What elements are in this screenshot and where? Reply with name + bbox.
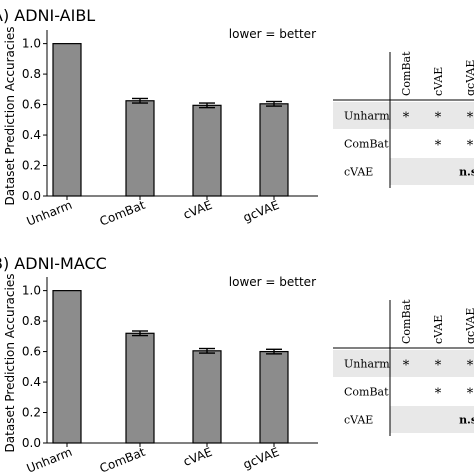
table-column-header: ComBat [400,51,413,96]
x-tick-label: ComBat [98,198,148,229]
x-tick-label: ComBat [98,445,148,474]
x-tick-label: gcVAE [241,198,281,225]
chart-panel-2: B) ADNI-MACC lower = better Dataset Predic… [0,254,474,474]
bar-cvae [192,350,222,444]
table-column-header: ComBat [400,299,413,344]
bar-gcvae [259,350,289,444]
table-cell: * [403,111,410,126]
y-tick-label: 0.2 [22,159,41,173]
table-column-header: cVAE [432,67,445,96]
y-tick-label: 1.0 [22,284,41,298]
y-tick-label: 0.6 [22,345,41,359]
table-row-shade [333,102,474,129]
table-cell: * [435,111,442,126]
y-tick-label: 0.0 [22,436,41,450]
significance-table: ComBat cVAE gcVAE Unharm * * * ComBat * * cVAE n.s. [333,299,474,436]
x-tick-label: gcVAE [241,445,281,472]
table-cell: * [435,387,442,402]
table-cell: * [435,139,442,154]
y-tick-label: 0.8 [22,314,41,328]
table-cell: n.s. [459,166,474,179]
chart-panel-1: A) ADNI-AIBL lower = better Dataset Predic… [0,6,474,229]
y-tick-label: 0.8 [22,67,41,81]
table-cell: n.s. [459,414,474,427]
bar-unharm [52,43,82,197]
bar-gcvae [259,103,289,197]
y-axis-label: Dataset Prediction Accuracies [3,27,17,206]
table-cell: * [467,139,474,154]
table-row-label: cVAE [344,414,373,427]
chart-annotation: lower = better [229,27,316,41]
y-tick-label: 1.0 [22,37,41,51]
y-tick-label: 0.0 [22,189,41,203]
y-axis-label: Dataset Prediction Accuracies [3,274,17,453]
table-column-header: cVAE [432,315,445,344]
significance-table: ComBat cVAE gcVAE Unharm * * * ComBat * * cVAE n.s. [333,51,474,188]
table-row-label: ComBat [344,138,389,151]
table-column-header: gcVAE [464,308,474,344]
y-tick-label: 0.4 [22,128,41,142]
table-cell: * [467,111,474,126]
table-cell: * [403,359,410,374]
bar-combat [125,332,155,444]
y-tick-label: 0.4 [22,375,41,389]
table-row-shade [390,406,474,433]
table-row-label: Unharm [344,358,390,371]
chart-title: B) ADNI-MACC [0,254,107,273]
table-row-label: cVAE [344,166,373,179]
table-row-label: Unharm [344,110,390,123]
table-row-shade [333,350,474,377]
bar-combat [125,100,155,197]
y-tick-label: 0.2 [22,406,41,420]
table-cell: * [435,359,442,374]
y-tick-label: 0.6 [22,98,41,112]
bar-unharm [52,290,82,444]
x-tick-label: cVAE [181,198,214,222]
table-row-shade [390,158,474,185]
bar-cvae [192,104,222,197]
chart-title: A) ADNI-AIBL [0,6,95,25]
table-column-header: gcVAE [464,60,474,96]
chart-annotation: lower = better [229,275,316,289]
x-tick-label: cVAE [181,445,214,469]
table-row-label: ComBat [344,386,389,399]
table-cell: * [467,387,474,402]
table-cell: * [467,359,474,374]
